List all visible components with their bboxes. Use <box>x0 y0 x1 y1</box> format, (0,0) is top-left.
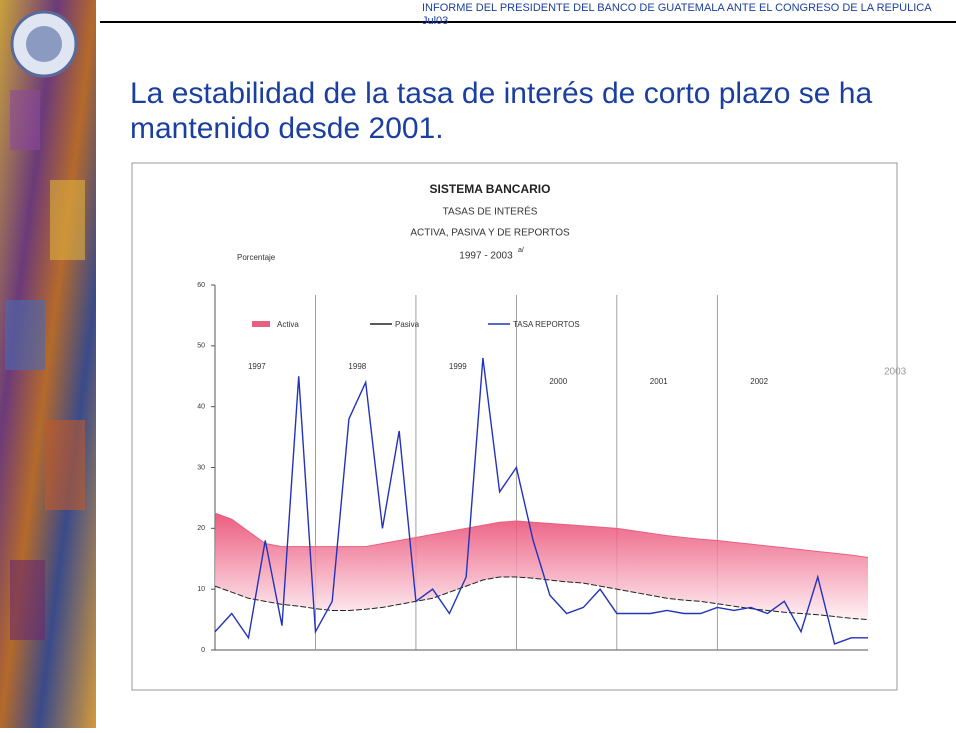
y-tick-label: 60 <box>197 282 205 289</box>
chart-title: SISTEMA BANCARIO <box>430 182 551 196</box>
y-tick-label: 40 <box>197 404 205 411</box>
year-label: 1998 <box>348 362 366 371</box>
header: INFORME DEL PRESIDENTE DEL BANCO DE GUAT… <box>422 2 931 27</box>
title-box: La estabilidad de la tasa de interés de … <box>130 77 873 145</box>
slide-title: La estabilidad de la tasa de interés de … <box>130 77 873 145</box>
year-label: 1999 <box>449 362 467 371</box>
year-label: 2001 <box>650 377 668 386</box>
legend-swatch <box>252 321 270 327</box>
series-line <box>214 576 869 621</box>
legend-label: Pasiva <box>395 320 420 329</box>
year-label: 2003 <box>884 367 907 378</box>
subtitle-note: a/ <box>518 247 524 254</box>
year-label: 2002 <box>750 377 768 386</box>
y-tick-label: 0 <box>201 647 205 654</box>
series-line <box>214 357 868 645</box>
y-tick-label: 10 <box>197 586 205 593</box>
header-text: INFORME DEL PRESIDENTE DEL BANCO DE GUAT… <box>422 2 931 27</box>
decorative-strip <box>0 0 96 728</box>
legend-label: Activa <box>277 320 299 329</box>
y-tick-label: 20 <box>197 525 205 532</box>
chart-subtitle: TASAS DE INTERÉS <box>443 205 538 218</box>
legend-label: TASA REPORTOS <box>513 320 580 329</box>
y-tick-label: 30 <box>197 464 205 471</box>
y-axis-label: Porcentaje <box>237 253 276 262</box>
chart-subtitle: 1997 - 2003 <box>459 251 513 262</box>
year-label: 2000 <box>549 377 567 386</box>
chart-subtitle: ACTIVA, PASIVA Y DE REPORTOS <box>410 228 570 239</box>
series-line <box>214 512 869 559</box>
y-tick-label: 50 <box>197 343 205 350</box>
year-label: 1997 <box>248 362 266 371</box>
